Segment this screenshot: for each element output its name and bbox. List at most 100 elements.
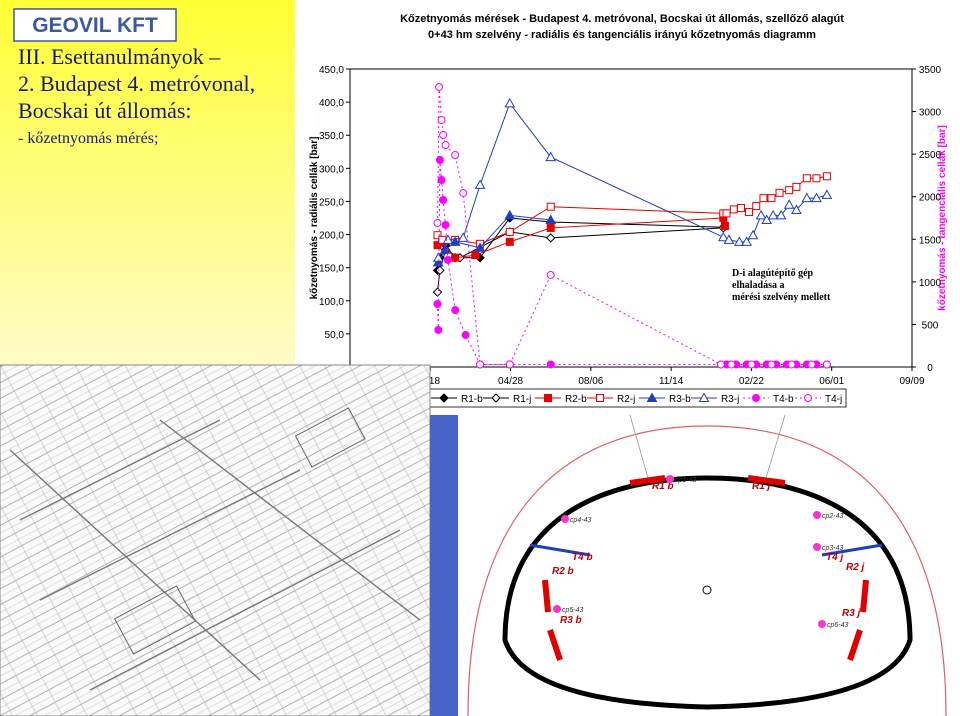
marker: [451, 150, 460, 159]
marker: [544, 394, 552, 402]
legend-label: R2-b: [565, 394, 587, 405]
marker: [442, 234, 454, 244]
y-tick-label: 100,0: [319, 297, 344, 308]
x-tick-label: 06/01: [819, 376, 844, 387]
logo-box: [13, 8, 177, 42]
marker: [767, 360, 776, 369]
marker: [720, 221, 729, 230]
marker: [767, 209, 779, 220]
chart-subtitle: 0+43 hm szelvény - radiális és tangenciá…: [428, 29, 816, 41]
annotation: D-i alagútépítő gép: [732, 268, 814, 279]
x-tick-label: 09/09: [899, 376, 924, 387]
annotation: mérési szelvény mellett: [732, 292, 831, 303]
cell-point: [553, 605, 561, 613]
marker: [439, 130, 448, 139]
marker: [443, 255, 452, 264]
legend-label: T4-b: [773, 394, 794, 405]
y-axis-label: kőzetnyomás - radiális cellák [bar]: [309, 137, 320, 300]
point-label: cp4-43: [570, 517, 592, 524]
marker: [752, 202, 761, 211]
cell-label: R2 b: [552, 566, 574, 577]
y-tick-label: 400,0: [319, 98, 344, 109]
marker: [801, 192, 813, 203]
marker: [451, 253, 460, 262]
marker: [546, 223, 555, 232]
y2-tick-label: 1000: [919, 278, 942, 289]
cell-point: [818, 620, 826, 628]
marker: [812, 174, 821, 183]
legend-label: T4-j: [825, 394, 842, 405]
marker: [474, 242, 486, 252]
y2-tick-label: 500: [922, 320, 939, 331]
marker: [747, 360, 756, 369]
cad-image: [0, 364, 431, 716]
marker: [432, 256, 444, 267]
logo: GEOVIL KFT: [32, 14, 158, 37]
point-label: cp2-43: [822, 513, 844, 520]
point-label: cp6-43: [827, 622, 849, 629]
y2-axis-label: kőzetnyomás - tangenciális cellák [bar]: [937, 125, 948, 311]
y-tick-label: 350,0: [319, 131, 344, 142]
marker: [723, 234, 735, 244]
marker: [433, 231, 442, 240]
marker: [745, 208, 754, 217]
heading: III. Esettanulmányok –: [18, 44, 221, 69]
sidebar: [0, 0, 295, 365]
cell-point: [666, 475, 674, 483]
marker: [504, 97, 516, 108]
cell-label: R1 b: [652, 481, 674, 492]
marker: [755, 209, 767, 220]
marker: [476, 360, 485, 369]
marker: [504, 209, 516, 220]
marker: [747, 229, 759, 240]
tunnel-diagram: R1 b R1 j T4 b T4 j R2 b R2 j R3 b R3 j cp1-43 cp…: [458, 412, 960, 716]
legend-label: R3-j: [721, 394, 739, 405]
legend-label: R1-b: [461, 394, 483, 405]
marker: [727, 360, 736, 369]
point-label: cp1-43: [675, 477, 697, 484]
heading: 2. Budapest 4. metróvonal,: [18, 71, 255, 96]
marker: [461, 330, 470, 339]
marker: [474, 179, 486, 189]
marker: [439, 196, 448, 205]
x-tick-label: 1/18: [421, 376, 441, 387]
marker: [807, 360, 816, 369]
cell-point: [813, 543, 821, 551]
point-label: cp3-43: [822, 545, 844, 552]
marker: [439, 393, 449, 403]
marker: [505, 360, 514, 369]
x-tick-label: 04/28: [498, 376, 523, 387]
legend-label: R3-b: [669, 394, 691, 405]
y2-tick-label: 3000: [919, 108, 942, 119]
cell-point: [813, 511, 821, 519]
marker: [546, 270, 555, 279]
cell-label: R3 b: [560, 615, 582, 626]
marker: [435, 156, 444, 165]
marker: [752, 394, 760, 402]
point-label: cp5-43: [562, 607, 584, 614]
marker: [716, 360, 725, 369]
marker: [435, 265, 445, 276]
marker: [791, 204, 802, 215]
marker: [775, 209, 787, 220]
marker: [741, 236, 752, 246]
marker: [491, 393, 501, 403]
marker: [822, 172, 831, 181]
y-tick-label: 150,0: [319, 264, 344, 275]
marker: [441, 220, 450, 229]
cell-label: R3 j: [842, 608, 861, 619]
marker: [736, 204, 745, 213]
legend-label: R2-j: [617, 394, 635, 405]
marker: [717, 231, 729, 242]
marker: [435, 82, 444, 91]
cell-label: R2 j: [846, 562, 865, 573]
marker: [451, 306, 460, 315]
marker: [596, 394, 604, 402]
marker: [546, 360, 555, 369]
marker: [698, 392, 710, 402]
marker: [432, 287, 443, 297]
marker: [804, 394, 812, 402]
marker: [729, 205, 738, 214]
marker: [441, 141, 450, 150]
marker: [822, 360, 831, 369]
